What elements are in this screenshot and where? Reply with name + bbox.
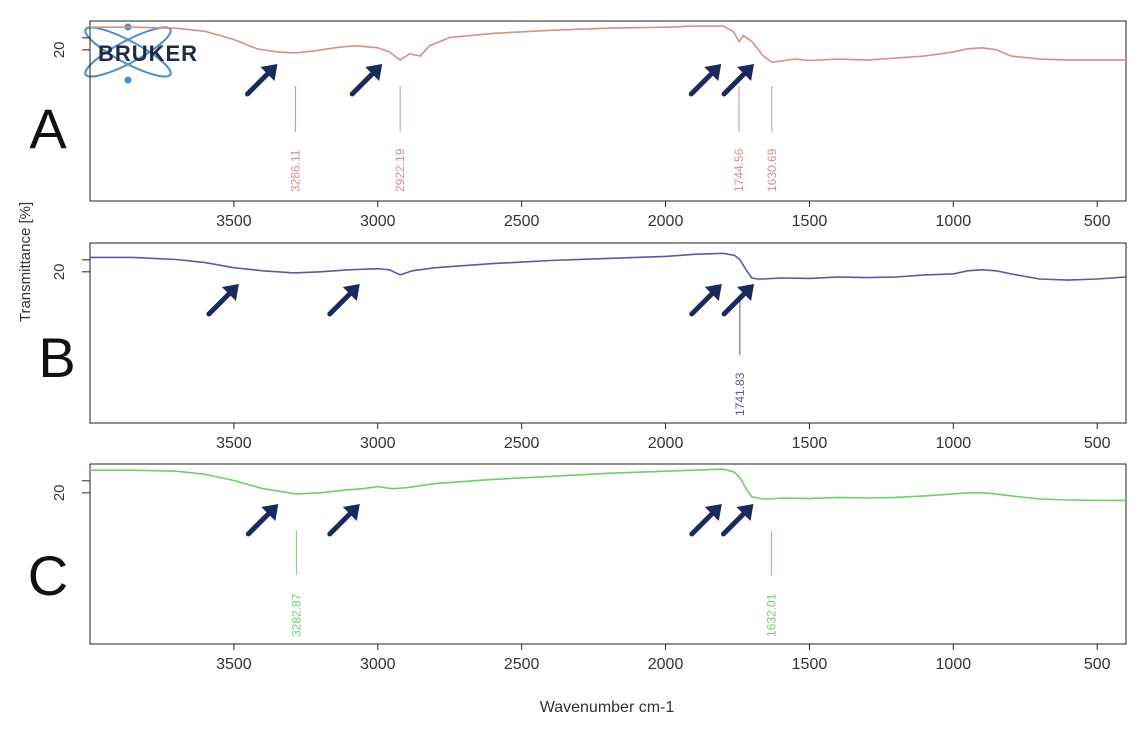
x-tick-label: 2000 xyxy=(648,656,684,673)
x-tick-label: 2000 xyxy=(648,213,684,230)
x-tick-label: 3500 xyxy=(216,656,252,673)
x-tick-label: 1000 xyxy=(936,656,972,673)
arrow-icon xyxy=(688,64,722,97)
x-tick-label: 3500 xyxy=(216,213,252,230)
arrow-icon xyxy=(720,504,754,537)
y-tick-label: 20 xyxy=(51,484,68,501)
plot-frame xyxy=(89,242,1127,424)
peak-label: 2922.19 xyxy=(393,148,407,192)
arrow-icon xyxy=(245,504,279,537)
x-tick-label: 3500 xyxy=(216,435,252,452)
x-tick-label: 3000 xyxy=(360,435,396,452)
spectrum-line-A xyxy=(90,25,1126,64)
peak-label: 3286.11 xyxy=(288,149,302,192)
y-tick-label: 20 xyxy=(51,263,68,280)
panel-B: 20 3500 3000 2500 2000 1500 1000 500 1741.83 B xyxy=(38,242,1127,452)
plot-frame xyxy=(89,463,1127,645)
bruker-logo-text: BRUKER xyxy=(98,41,198,66)
x-tick-label: 2500 xyxy=(504,213,540,230)
y-axis-label: Transmittance [%] xyxy=(17,202,34,322)
panel-C: 20 3500 3000 2500 2000 1500 1000 500 3282.87 1632… xyxy=(28,463,1127,673)
x-tick-label: 2000 xyxy=(648,435,684,452)
x-tick-label: 500 xyxy=(1084,435,1111,452)
x-tick-label: 3000 xyxy=(360,213,396,230)
peak-label: 1744.56 xyxy=(732,148,746,192)
x-tick-label: 3000 xyxy=(360,656,396,673)
arrow-icon xyxy=(206,284,239,317)
x-axis-label: Wavenumber cm-1 xyxy=(540,699,675,716)
panel-label: C xyxy=(28,544,68,607)
x-tick-label: 1000 xyxy=(936,213,972,230)
arrow-icon xyxy=(327,504,360,537)
spectra-panels: 20 3500 3000 2500 2000 1500 1000 500 3286.11 2922… xyxy=(28,20,1127,673)
x-tick-label: 2500 xyxy=(504,656,540,673)
bruker-logo: BRUKER xyxy=(84,23,198,84)
x-tick-label: 500 xyxy=(1084,656,1111,673)
panel-A: 20 3500 3000 2500 2000 1500 1000 500 3286.11 2922… xyxy=(29,20,1127,230)
spectrum-line-C xyxy=(90,468,1126,502)
arrow-icon xyxy=(349,64,383,97)
spectrum-line-B xyxy=(90,252,1126,281)
peak-label: 1632.01 xyxy=(764,593,778,637)
peak-label: 1630.69 xyxy=(765,148,779,192)
arrow-icon xyxy=(327,284,360,317)
y-tick-label: 20 xyxy=(51,41,68,58)
peak-label: 3282.87 xyxy=(289,593,303,637)
x-tick-label: 1000 xyxy=(936,435,972,452)
peak-label: 1741.83 xyxy=(733,372,747,416)
plot-frame xyxy=(89,20,1127,202)
panel-label: A xyxy=(29,97,67,160)
x-tick-label: 1500 xyxy=(792,435,828,452)
panel-label: B xyxy=(38,326,75,389)
x-tick-label: 1500 xyxy=(792,213,828,230)
arrow-icon xyxy=(721,284,755,317)
x-tick-label: 1500 xyxy=(792,656,828,673)
arrow-icon xyxy=(689,504,722,537)
arrow-icon xyxy=(721,64,755,97)
x-tick-label: 500 xyxy=(1084,213,1111,230)
x-tick-label: 2500 xyxy=(504,435,540,452)
arrow-icon xyxy=(244,64,278,97)
arrow-icon xyxy=(689,284,722,317)
